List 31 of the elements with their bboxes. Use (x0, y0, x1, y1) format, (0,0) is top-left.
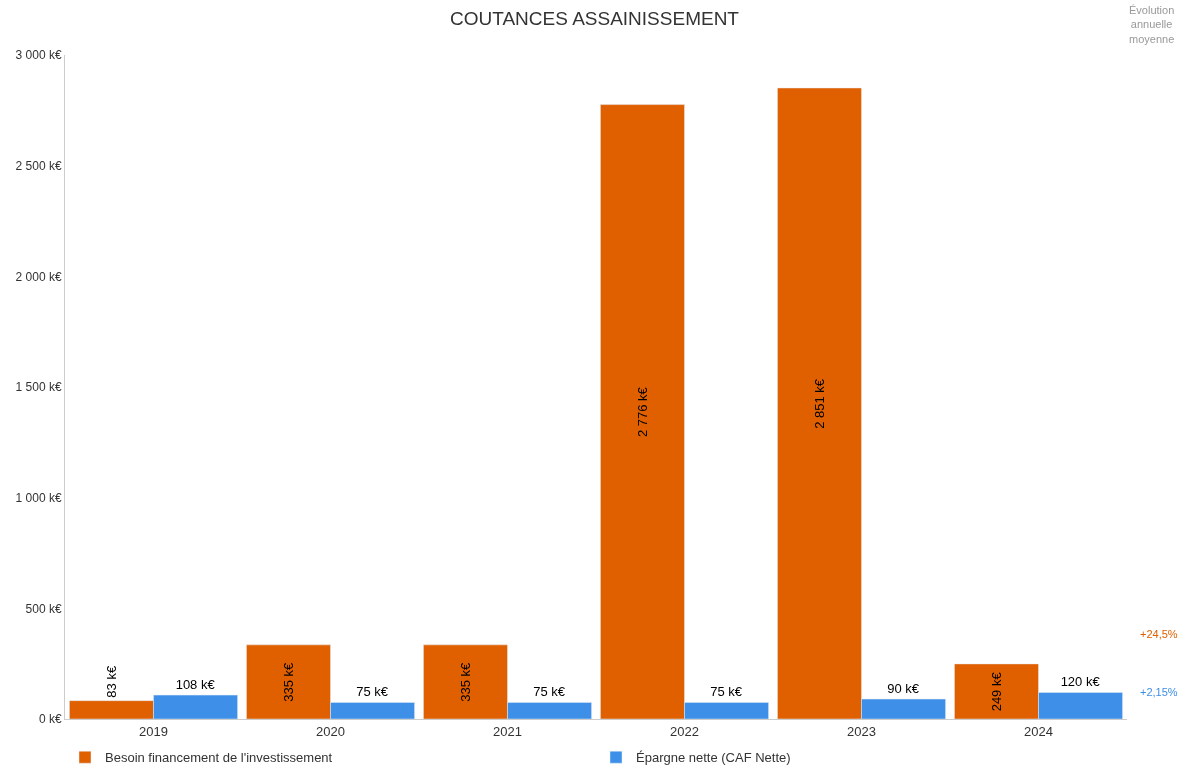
data-label: 75 k€ (533, 684, 566, 700)
y-tick-label: 500 k€ (25, 601, 62, 616)
x-tick-label: 2023 (847, 723, 876, 739)
data-label: 75 k€ (710, 684, 743, 700)
data-label: 335 k€ (457, 662, 473, 702)
legend-label: Besoin financement de l'investissement (105, 750, 333, 766)
data-label: 75 k€ (356, 684, 389, 700)
data-label: 90 k€ (887, 681, 920, 697)
x-tick-label: 2020 (316, 723, 345, 739)
data-label: 249 k€ (988, 671, 1004, 712)
legend-label: Épargne nette (CAF Nette) (636, 750, 791, 766)
y-tick-label: 3 000 k€ (15, 48, 62, 63)
y-tick-label: 2 500 k€ (15, 158, 62, 173)
x-tick-label: 2022 (670, 723, 699, 739)
text: Évolution annuelle moyenne (1129, 4, 1175, 45)
y-tick-label: 0 k€ (38, 712, 62, 727)
x-tick-label: 2021 (493, 723, 522, 739)
data-label: 335 k€ (280, 662, 296, 702)
data-label: 120 k€ (1060, 674, 1101, 690)
data-label: 2 851 k€ (811, 378, 827, 429)
x-tick-label: 2024 (1024, 723, 1053, 739)
y-tick-label: 1 000 k€ (15, 490, 62, 505)
data-label: 108 k€ (175, 677, 216, 693)
data-label: 2 776 k€ (634, 386, 650, 438)
y-tick-label: 2 000 k€ (15, 269, 62, 284)
data-label: 83 k€ (103, 665, 119, 698)
chart-title: COUTANCES ASSAINISSEMENT (450, 8, 740, 30)
text: +2,15% (1140, 686, 1178, 698)
text: +24,5% (1140, 628, 1178, 640)
y-tick-label: 1 500 k€ (15, 380, 62, 395)
x-tick-label: 2019 (139, 723, 168, 739)
